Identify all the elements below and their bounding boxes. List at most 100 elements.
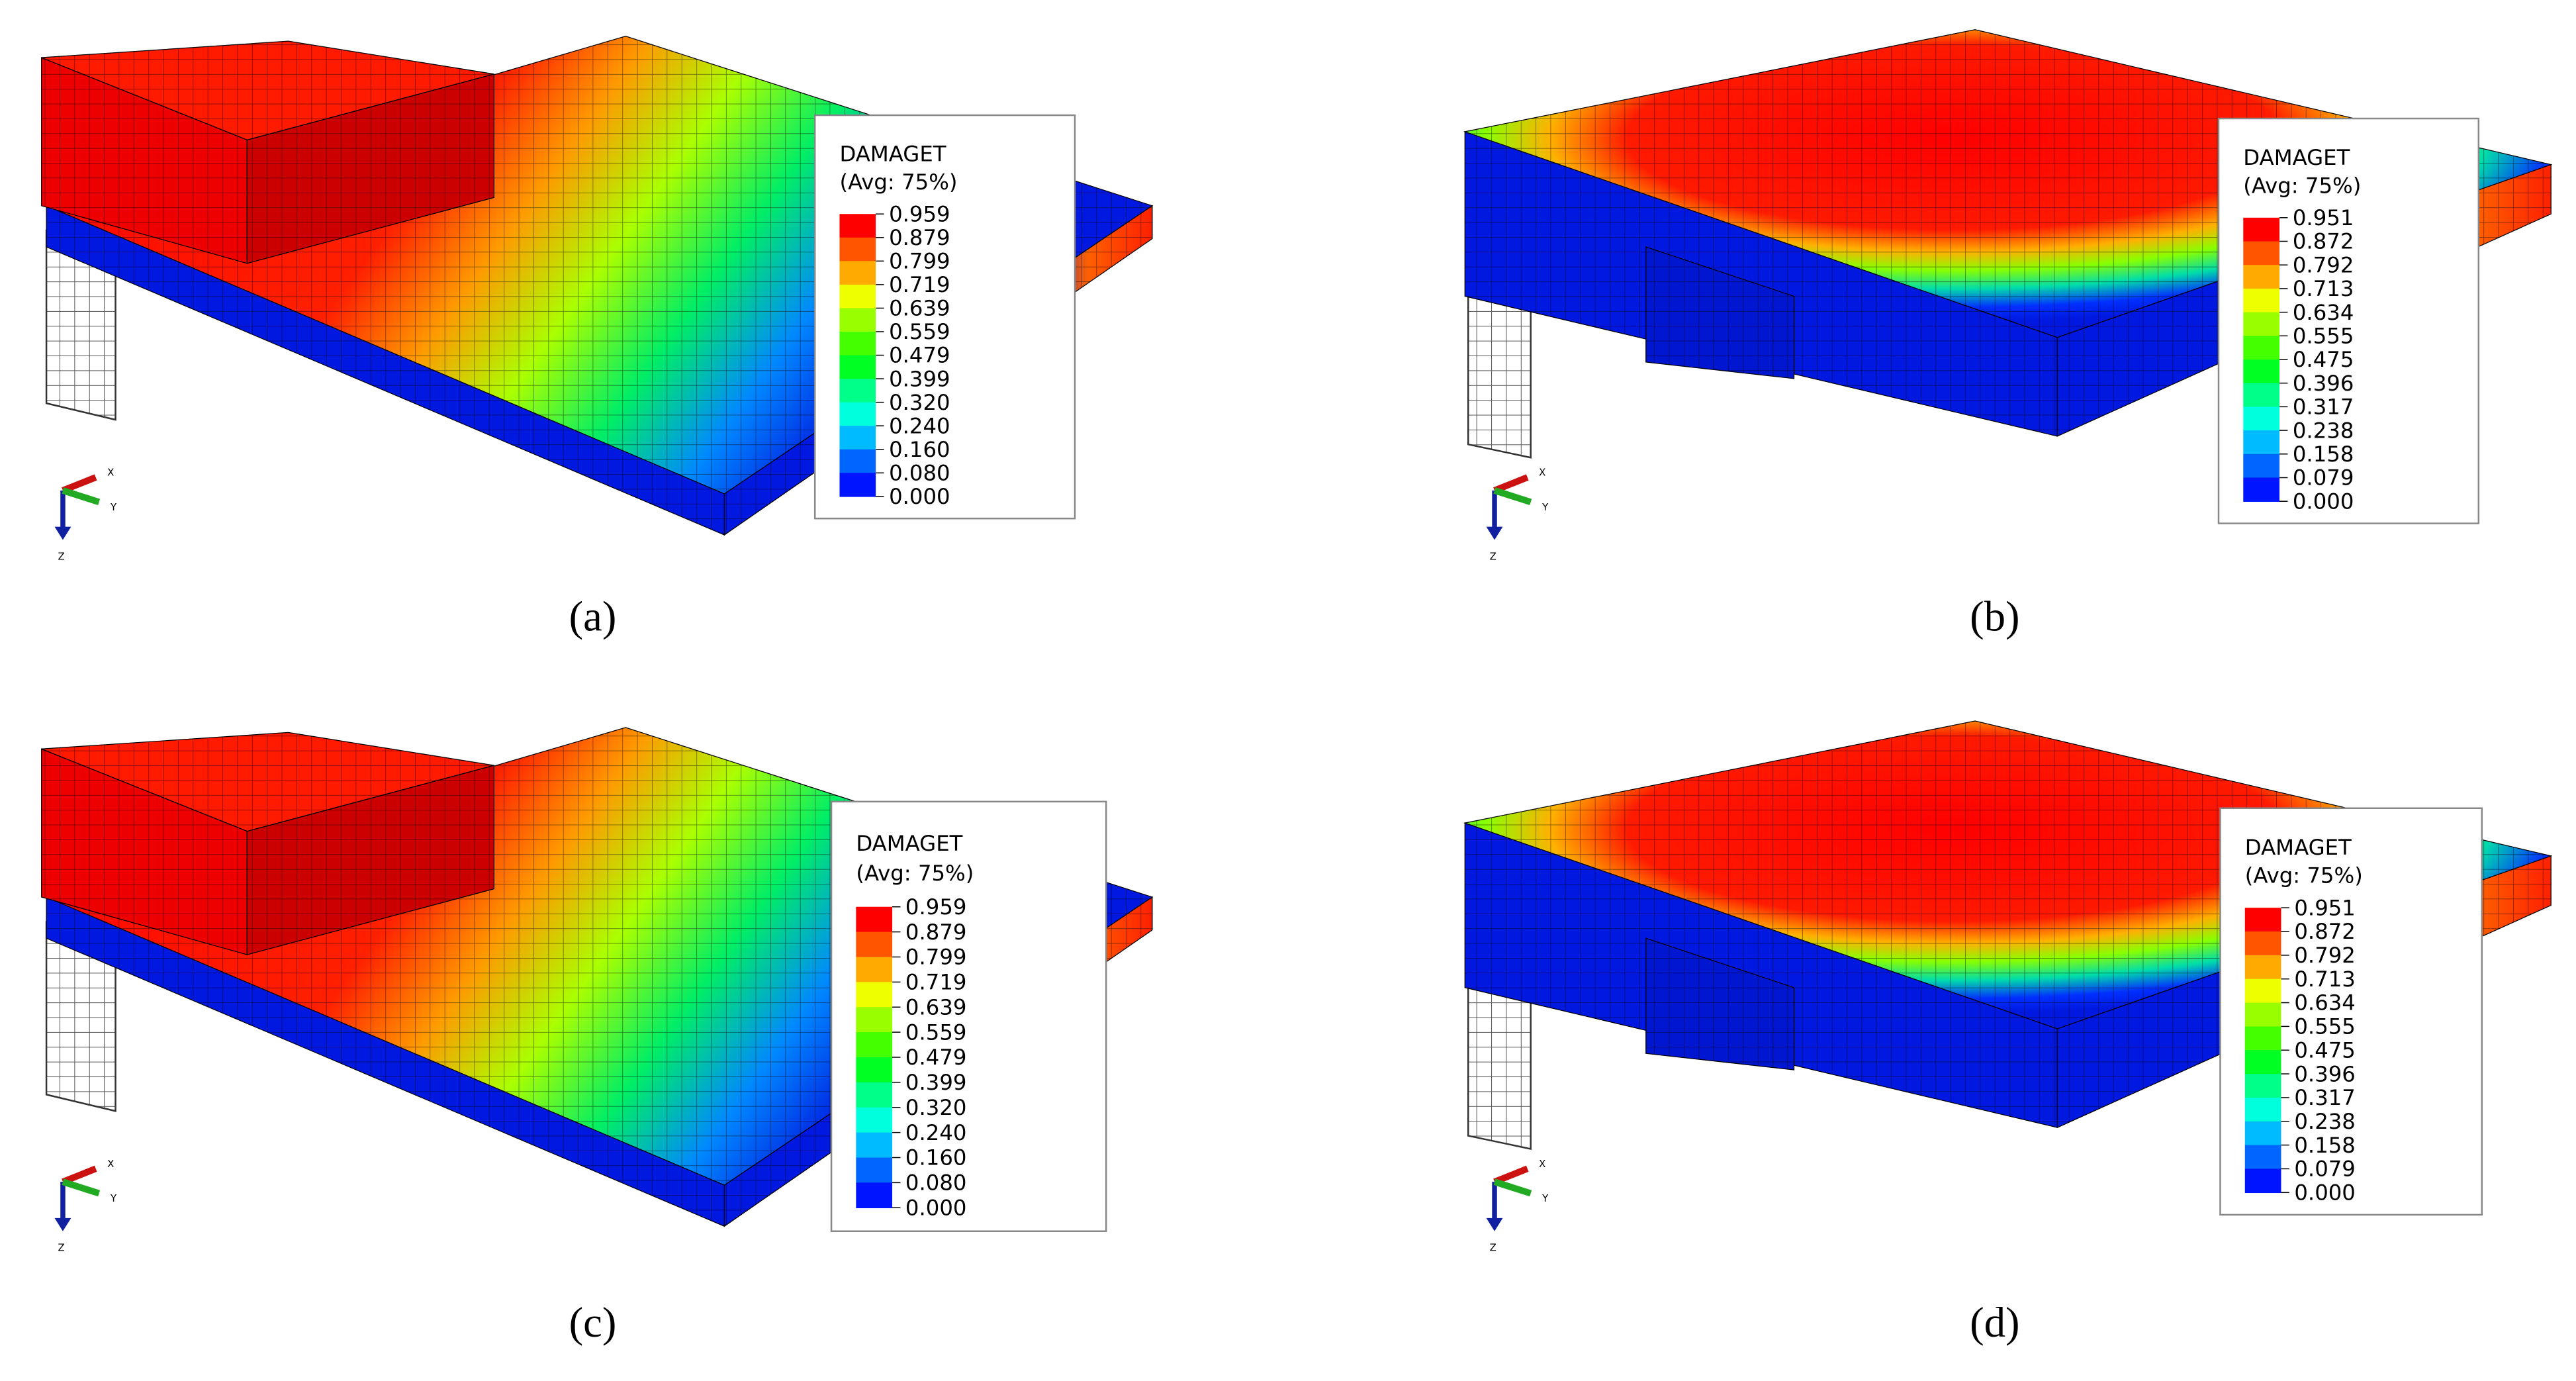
legend-band (2244, 1145, 2281, 1170)
legend-subtitle: (Avg: 75%) (856, 861, 974, 886)
column (1467, 295, 1532, 459)
legend-value: 0.639 (889, 296, 950, 321)
legend-value: 0.000 (889, 484, 950, 509)
legend-subtitle: (Avg: 75%) (2245, 863, 2363, 888)
legend-value: 0.000 (905, 1195, 967, 1220)
triad-y: Y (1541, 501, 1549, 513)
panel-label: (d) (1970, 1298, 2019, 1346)
legend-value: 0.475 (2293, 347, 2354, 372)
legend-value: 0.559 (889, 319, 950, 344)
legend-band (2243, 288, 2279, 313)
legend-band (2244, 1026, 2281, 1051)
z-arrow (1486, 526, 1503, 540)
x-axis (1493, 1165, 1529, 1185)
block-top-mesh (41, 41, 494, 140)
z-arrow (54, 526, 71, 540)
legend-band (2243, 265, 2279, 289)
legend-band (2243, 477, 2279, 502)
block-front-mesh (41, 58, 248, 263)
triad-z: Z (1490, 550, 1496, 562)
triad-x: X (1539, 467, 1545, 479)
legend-band (2243, 241, 2279, 265)
legend-value: 0.080 (905, 1170, 967, 1196)
legend-value: 0.959 (889, 201, 950, 226)
triad-x: X (107, 1158, 114, 1170)
legend-value: 0.238 (2294, 1109, 2356, 1134)
x-axis (62, 1165, 97, 1185)
legend-band (2244, 978, 2281, 1004)
legend-title: DAMAGET (839, 142, 946, 167)
legend-band (856, 1007, 893, 1033)
y-axis (62, 487, 101, 506)
legend-band (2244, 1050, 2281, 1074)
legend-value: 0.559 (905, 1020, 967, 1045)
legend-band (2244, 908, 2281, 932)
legend-value: 0.238 (2293, 418, 2354, 443)
slab-top-mesh (1465, 720, 2552, 1029)
legend-value: 0.951 (2294, 895, 2356, 920)
legend-value: 0.320 (905, 1095, 967, 1120)
panel-label: (a) (569, 592, 617, 640)
legend-band (2243, 359, 2279, 384)
legend-value: 0.320 (889, 390, 950, 415)
legend-value: 0.160 (889, 437, 950, 462)
legend-value: 0.872 (2294, 919, 2356, 944)
x-axis (62, 474, 97, 494)
legend-band (2243, 430, 2279, 455)
panel: X Y Z DAMAGET (Avg: 75%) 0.9510.8720.7920.713… (1463, 29, 2553, 640)
legend-value: 0.719 (889, 272, 950, 297)
legend-value: 0.872 (2293, 229, 2354, 254)
legend-value: 0.000 (2293, 489, 2354, 514)
support-block-mesh (1645, 246, 1794, 379)
legend-value: 0.396 (2293, 371, 2354, 396)
legend-value: 0.713 (2293, 276, 2354, 301)
triad-y: Y (110, 1192, 117, 1204)
legend-band (839, 214, 876, 238)
legend-value: 0.158 (2294, 1133, 2356, 1158)
legend-band (839, 449, 876, 474)
legend-value: 0.479 (889, 343, 950, 368)
legend-band (839, 426, 876, 450)
legend-band (839, 473, 876, 497)
legend-band (839, 379, 876, 403)
legend-value: 0.634 (2294, 990, 2356, 1016)
legend-value: 0.079 (2293, 465, 2354, 491)
triad-z: Z (58, 550, 64, 562)
legend-band (839, 355, 876, 379)
legend-band (856, 982, 893, 1008)
legend-band (2243, 406, 2279, 431)
legend-band (839, 308, 876, 332)
legend-value: 0.079 (2294, 1157, 2356, 1182)
legend-band (839, 402, 876, 426)
legend-band (2244, 1074, 2281, 1098)
legend-value: 0.879 (905, 920, 967, 945)
legend-value: 0.792 (2293, 252, 2354, 277)
legend-band (856, 1082, 893, 1108)
legend-value: 0.555 (2293, 323, 2354, 348)
legend-band (856, 1107, 893, 1133)
block-side-mesh (247, 73, 494, 263)
legend-value: 0.317 (2294, 1085, 2356, 1110)
legend-value: 0.240 (889, 413, 950, 438)
legend-subtitle: (Avg: 75%) (839, 169, 957, 195)
legend-band (839, 284, 876, 309)
legend-band (856, 1032, 893, 1058)
legend-title: DAMAGET (2243, 145, 2350, 170)
y-axis (1493, 487, 1532, 506)
legend-band (856, 1182, 893, 1209)
slab-front-mesh (46, 205, 725, 536)
legend-value: 0.639 (905, 994, 967, 1020)
block-top-mesh (41, 732, 494, 832)
triad-y: Y (110, 501, 117, 513)
slab-front-mesh (1465, 823, 2058, 1128)
triad-z: Z (1490, 1242, 1496, 1254)
block-front-mesh (41, 749, 248, 955)
legend-value: 0.399 (889, 366, 950, 391)
y-axis (62, 1178, 101, 1197)
legend-value: 0.479 (905, 1045, 967, 1070)
legend-value: 0.792 (2294, 943, 2356, 968)
legend-value: 0.719 (905, 970, 967, 995)
triad-x: X (1539, 1158, 1545, 1170)
legend-value: 0.396 (2294, 1061, 2356, 1086)
